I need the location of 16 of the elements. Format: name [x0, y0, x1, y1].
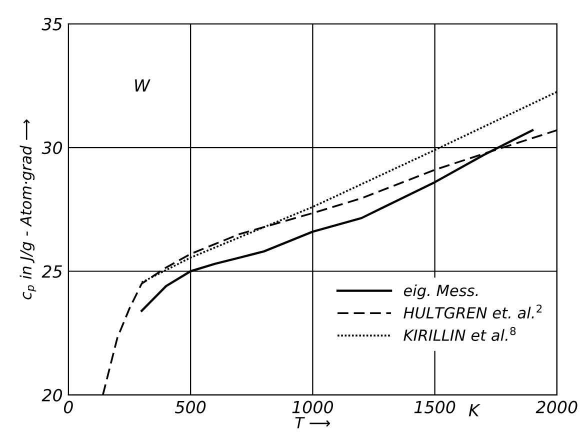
legend-label: KIRILLIN et al.$^{8}$ — [404, 327, 516, 342]
y-tick-label: 20 — [42, 388, 62, 402]
y-tick-label: 25 — [42, 265, 62, 278]
x-tick-label: 0 — [64, 400, 73, 414]
x-tick-label: 1500 — [414, 400, 456, 414]
x-tick-label: 500 — [174, 400, 206, 414]
y-axis-title: c$_{p}$ in J/g - Atom·grad ⟶ — [20, 120, 36, 300]
legend-label: HULTGREN et. al.$^{2}$ — [404, 304, 542, 319]
x-tick-label: 2000 — [536, 400, 578, 414]
text: K — [468, 404, 480, 416]
y-tick-label: 35 — [42, 18, 62, 30]
x-axis-title: T ⟶ — [295, 417, 330, 428]
x-tick-label: 1000 — [292, 400, 334, 414]
annotation: W — [135, 79, 150, 92]
y-tick-label: 30 — [42, 142, 62, 154]
legend-label: eig. Mess. — [404, 284, 478, 300]
